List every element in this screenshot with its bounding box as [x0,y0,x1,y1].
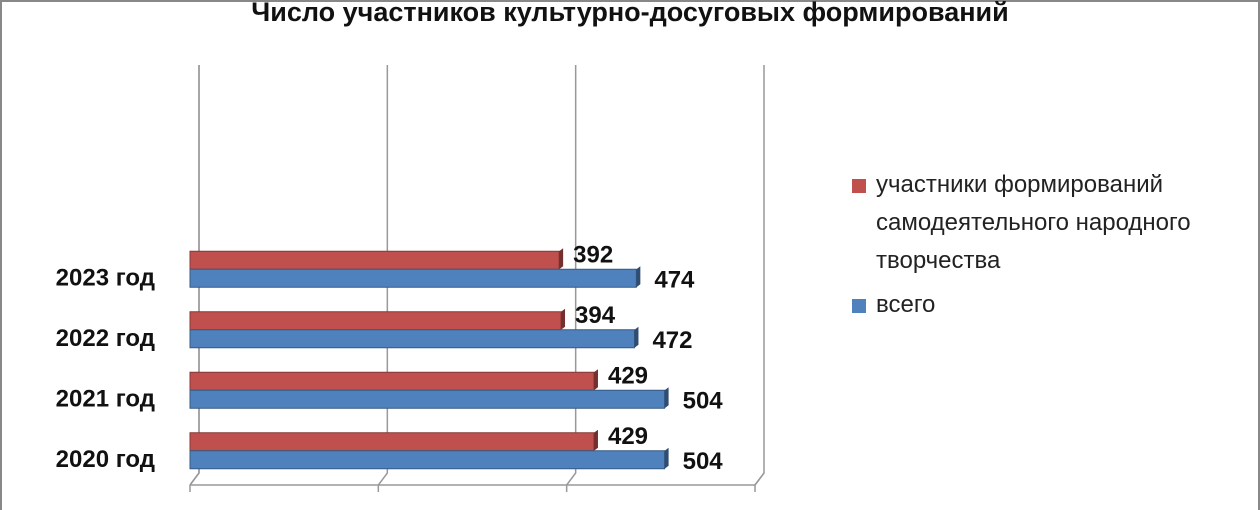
y-tick-label: 2023 год [56,265,155,292]
bar [189,329,635,349]
bar [189,432,595,452]
y-tick-label: 2020 год [56,446,155,473]
legend-item: участники формирований самодеятельного н… [852,166,1222,280]
bar-side [593,429,598,451]
bar-side [634,326,639,348]
bar [189,371,595,391]
y-tick-label: 2022 год [56,325,155,352]
data-label: 472 [652,327,692,354]
bar-side [664,387,669,409]
data-label: 429 [608,363,648,390]
y-tick-label: 2021 год [56,386,155,413]
data-label: 392 [573,242,613,269]
bar-side [593,369,598,391]
grid-line [189,65,200,486]
data-label: 504 [683,448,724,475]
data-label: 474 [654,267,695,294]
bar [189,311,562,331]
legend-label: всего [876,291,936,318]
legend-item: всего [852,286,1222,324]
bar [189,268,637,288]
floor [190,472,765,486]
legend-label: участники формирований самодеятельного н… [876,171,1191,274]
grid-line [377,65,389,486]
grid-line [754,65,765,486]
bar-side [664,447,669,469]
bar-side [559,248,564,270]
grid-line [566,65,577,486]
bar [189,389,666,409]
bar-side [636,266,641,288]
chart-title: Число участников культурно-досуговых фор… [251,0,1008,27]
data-label: 429 [608,423,648,450]
bar-side [561,308,566,330]
data-label: 394 [575,302,616,329]
bar [189,450,666,470]
bar [189,250,560,270]
legend-swatch [852,179,866,193]
legend-swatch [852,299,866,313]
data-label: 504 [683,388,724,415]
legend: участники формирований самодеятельного н… [852,166,1222,330]
